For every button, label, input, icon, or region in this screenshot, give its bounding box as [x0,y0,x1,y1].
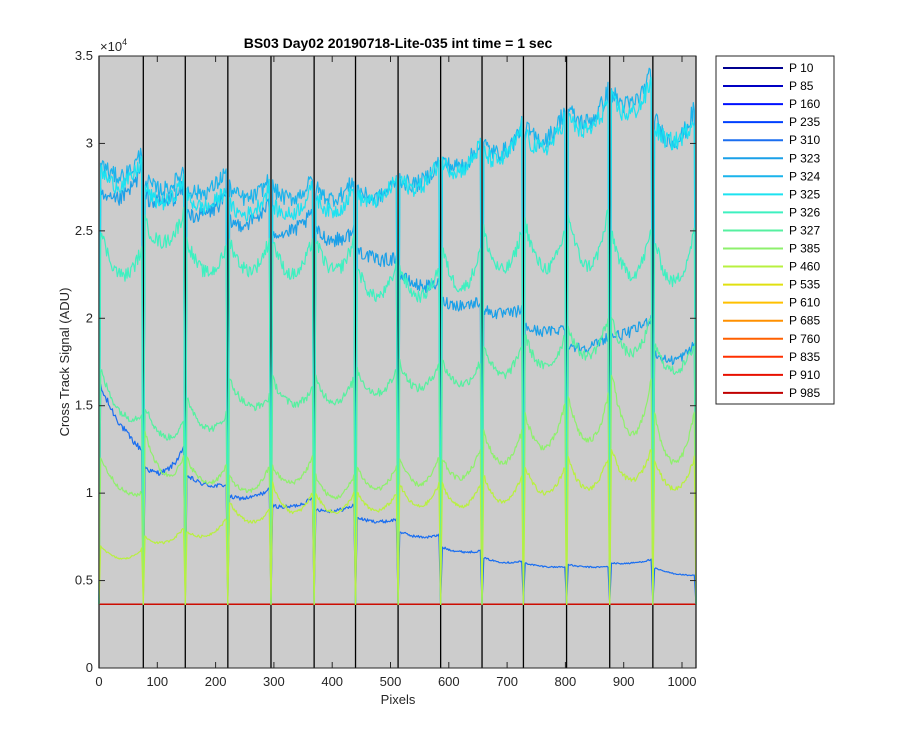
legend-entry-4: P 310 [789,133,820,147]
chart-title: BS03 Day02 20190718-Lite-035 int time = … [244,35,553,51]
legend-entry-15: P 760 [789,332,820,346]
y-tick-label-6: 3 [86,135,93,150]
legend-entry-0: P 10 [789,61,814,75]
legend-entry-17: P 910 [789,368,820,382]
legend-entry-3: P 235 [789,115,820,129]
y-tick-label-0: 0 [86,660,93,675]
legend-entry-2: P 160 [789,97,820,111]
x-tick-label-0: 0 [95,674,102,689]
legend-entry-12: P 535 [789,278,820,292]
legend-entry-1: P 85 [789,79,814,93]
x-tick-label-8: 800 [555,674,577,689]
x-axis: 0 100 200 300 400 500 600 700 800 900 1000 [95,56,696,689]
y-tick-label-7: 3.5 [75,48,93,63]
x-axis-label: Pixels [381,692,416,707]
x-tick-label-6: 600 [438,674,460,689]
legend-entry-18: P 985 [789,386,820,400]
x-tick-label-5: 500 [380,674,402,689]
legend-entry-14: P 685 [789,314,820,328]
plot-frame [98,55,697,669]
legend-entry-7: P 325 [789,187,820,201]
legend-entry-8: P 326 [789,205,820,219]
x-tick-label-1: 100 [146,674,168,689]
legend-entry-16: P 835 [789,350,820,364]
x-tick-label-4: 400 [321,674,343,689]
x-tick-label-9: 900 [613,674,635,689]
x-tick-label-10: 1000 [668,674,697,689]
legend-entry-13: P 610 [789,296,820,310]
series-layer [98,67,697,605]
y-tick-label-1: 0.5 [75,573,93,588]
y-tick-label-5: 2.5 [75,223,93,238]
x-tick-label-3: 300 [263,674,285,689]
y-axis-label: Cross Track Signal (ADU) [57,288,72,437]
legend-entry-9: P 327 [789,223,820,237]
legend-entry-5: P 323 [789,151,820,165]
x-tick-label-2: 200 [205,674,227,689]
legend-entry-6: P 324 [789,169,820,183]
y-exponent-label: ×104 [100,37,127,54]
y-tick-label-2: 1 [86,485,93,500]
legend: P 10 P 85 P 160 P 235 P 310 P 323 P 324 P 325 P … [715,55,835,405]
y-axis: 0 0.5 1 1.5 2 2.5 3 3.5 [75,48,696,675]
y-exponent-power: 4 [122,37,127,47]
legend-entry-10: P 385 [789,242,820,256]
legend-entry-11: P 460 [789,260,820,274]
y-tick-label-3: 1.5 [75,398,93,413]
y-tick-label-4: 2 [86,310,93,325]
series-line-p-460 [98,449,697,605]
x-tick-label-7: 700 [496,674,518,689]
